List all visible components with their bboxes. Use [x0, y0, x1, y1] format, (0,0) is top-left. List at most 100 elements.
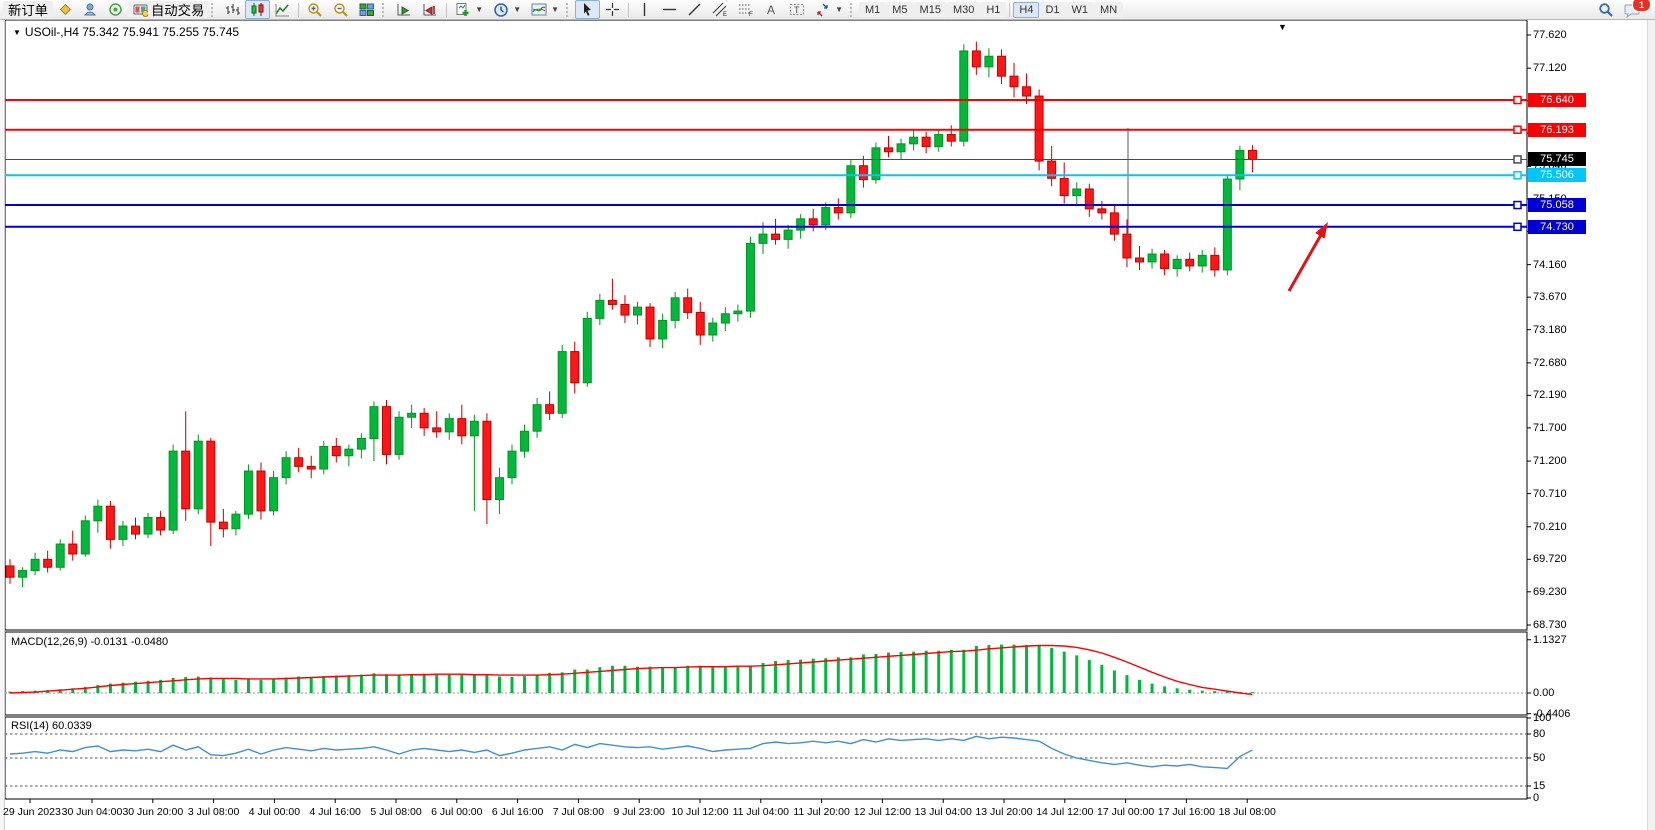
new-order-button[interactable]: 新订单	[3, 1, 53, 18]
price-tick-label: 69.230	[1533, 585, 1567, 598]
market-watch-icon[interactable]	[78, 0, 103, 19]
tf-button-MN[interactable]: MN	[1094, 1, 1124, 18]
indicators-icon	[531, 3, 547, 15]
price-tick-label: 69.720	[1533, 553, 1567, 566]
hline-price-tag: 75.506	[1528, 168, 1586, 183]
price-tick-label: 68.730	[1533, 619, 1567, 631]
text-label-icon[interactable]: T	[784, 0, 810, 19]
svg-text:F: F	[749, 12, 753, 17]
toolbar-grip	[211, 2, 218, 17]
date-tick-label: 14 Jul 12:00	[1036, 806, 1094, 818]
date-tick-label: 10 Jul 12:00	[671, 806, 729, 818]
chart-shift-icon[interactable]	[417, 0, 443, 19]
rsi-tick-label: 15	[1533, 780, 1546, 792]
equidistant-channel-icon[interactable]: E	[707, 0, 733, 19]
macd-tick-label: 1.1327	[1533, 633, 1567, 646]
window-left-edge	[0, 20, 5, 830]
tf-button-H1[interactable]: H1	[980, 1, 1007, 18]
zoom-in-icon[interactable]	[302, 0, 328, 19]
price-tick-label: 77.120	[1533, 62, 1567, 75]
rsi-tick-label: 80	[1533, 728, 1546, 740]
auto-trading-icon	[133, 4, 148, 17]
main-toolbar: 新订单 自动交易	[0, 0, 1655, 20]
rsi-indicator-label: RSI(14) 60.0339	[11, 720, 92, 732]
arrows-icon	[817, 3, 828, 17]
date-tick-label: 4 Jul 16:00	[309, 806, 361, 818]
date-tick-label: 4 Jul 00:00	[248, 806, 301, 818]
chevron-down-icon: ▼	[475, 5, 484, 14]
toolbar-grip	[382, 2, 389, 17]
arrows-button[interactable]: ▼	[810, 0, 848, 19]
indicators-button[interactable]: ▼	[526, 0, 564, 19]
macd-tick-label: -0.4406	[1533, 707, 1571, 720]
auto-trading-button[interactable]: 自动交易	[127, 1, 210, 18]
tf-button-H4[interactable]: H4	[1013, 1, 1040, 18]
zoom-out-icon[interactable]	[328, 0, 354, 19]
date-tick-label: 30 Jun 04:00	[61, 806, 123, 818]
date-tick-label: 13 Jul 04:00	[914, 806, 972, 818]
line-chart-icon[interactable]	[270, 0, 295, 19]
chart-title-text: USOil-,H4 75.342 75.941 75.255 75.745	[24, 25, 240, 39]
svg-text:E: E	[723, 12, 727, 17]
date-tick-label: 11 Jul 04:00	[732, 806, 790, 818]
tile-windows-icon[interactable]	[354, 0, 380, 19]
date-tick-label: 9 Jul 23:00	[613, 806, 665, 818]
svg-text:T: T	[794, 5, 800, 15]
chart-title: ▼ USOil-,H4 75.342 75.941 75.255 75.745	[13, 25, 239, 39]
hline-price-tag: 74.730	[1528, 219, 1586, 234]
date-tick-label: 12 Jul 12:00	[853, 806, 911, 818]
text-icon[interactable]: A	[759, 0, 784, 19]
date-tick-label: 6 Jul 00:00	[431, 806, 483, 818]
chart-shift-marker[interactable]: ▼	[1278, 22, 1287, 32]
window-right-edge	[1647, 0, 1655, 830]
collapse-triangle-icon[interactable]: ▼	[13, 28, 21, 37]
trendline-icon[interactable]	[682, 0, 707, 19]
toolbar-grip	[849, 2, 857, 17]
date-tick-label: 18 Jul 08:00	[1218, 806, 1276, 818]
cursor-icon[interactable]	[575, 0, 601, 19]
candlestick-chart-icon[interactable]	[245, 0, 271, 19]
chat-button[interactable]: 1	[1619, 0, 1651, 19]
price-tick-label: 71.700	[1533, 421, 1567, 434]
date-tick-label: 11 Jul 20:00	[793, 806, 850, 818]
periods-button[interactable]: ▼	[488, 0, 526, 19]
search-icon[interactable]	[1593, 0, 1619, 19]
toolbar-separator	[1009, 2, 1011, 17]
price-tick-label: 72.190	[1533, 389, 1567, 402]
tf-button-W1[interactable]: W1	[1065, 1, 1095, 18]
date-tick-label: 29 Jun 2023	[3, 806, 61, 818]
svg-text:A: A	[767, 3, 775, 17]
date-tick-label: 3 Jul 08:00	[187, 806, 240, 818]
bar-chart-icon[interactable]	[220, 0, 245, 19]
date-tick-label: 13 Jul 20:00	[975, 806, 1033, 818]
signals-icon[interactable]	[103, 0, 128, 19]
crosshair-icon[interactable]	[600, 0, 625, 19]
price-tick-label: 70.710	[1533, 487, 1567, 500]
tf-button-M5[interactable]: M5	[886, 1, 914, 18]
chevron-down-icon: ▼	[835, 5, 843, 14]
tf-button-M15[interactable]: M15	[913, 1, 947, 18]
chevron-down-icon: ▼	[513, 5, 522, 14]
price-tick-label: 70.210	[1533, 520, 1567, 533]
auto-trading-label: 自动交易	[150, 3, 205, 18]
new-chart-button[interactable]: ▼	[450, 0, 488, 19]
hline-price-tag: 75.745	[1528, 152, 1586, 167]
notification-badge: 1	[1632, 0, 1651, 12]
vertical-line-icon[interactable]	[632, 0, 657, 19]
timeframe-group: M1 M5 M15 M30 H1 H4 D1 W1 MN	[858, 1, 1124, 18]
horizontal-line-icon[interactable]	[657, 0, 682, 19]
date-tick-label: 30 Jun 20:00	[122, 806, 184, 818]
tf-button-M1[interactable]: M1	[858, 1, 887, 18]
auto-scroll-icon[interactable]	[391, 0, 417, 19]
tf-button-D1[interactable]: D1	[1039, 1, 1066, 18]
fibonacci-icon[interactable]: F	[733, 0, 759, 19]
rsi-tick-label: 100	[1533, 712, 1552, 724]
toolbar-grip	[566, 2, 573, 17]
tf-button-M30[interactable]: M30	[946, 1, 981, 18]
toolbar-separator	[446, 2, 448, 17]
price-tick-label: 71.200	[1533, 455, 1567, 468]
chart-profile-icon[interactable]	[53, 0, 78, 19]
hline-price-tag: 76.640	[1528, 93, 1586, 108]
